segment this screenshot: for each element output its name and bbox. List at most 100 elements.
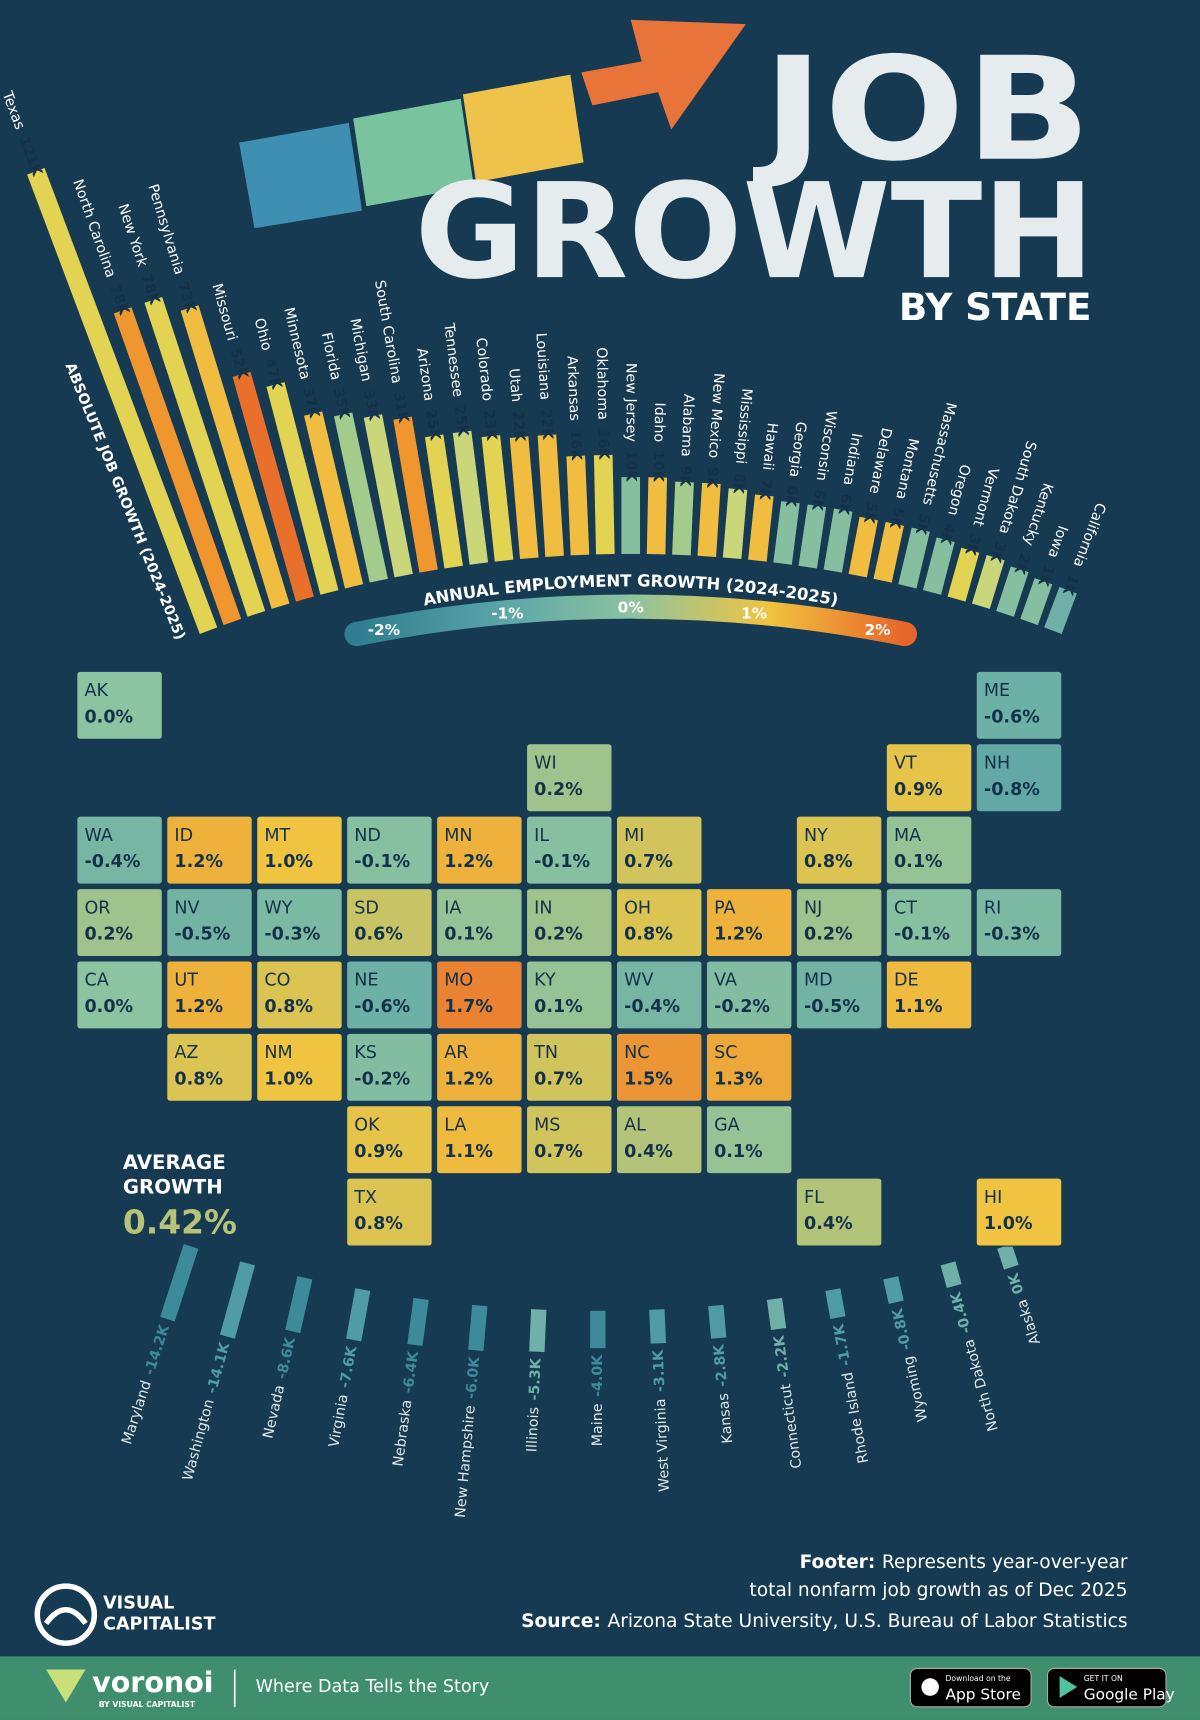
state-abbr: GA (714, 1115, 740, 1135)
state-tile (795, 960, 883, 1030)
state-name: Maine (590, 1403, 606, 1446)
bar-label: Colorado 23K (472, 337, 499, 442)
bar (672, 481, 694, 556)
state-abbr: IN (534, 898, 552, 918)
value-label: 23K (480, 409, 499, 442)
state-value: -0.6% (984, 707, 1040, 727)
state-tile (525, 887, 613, 958)
state-abbr: DE (894, 971, 919, 991)
bar (1044, 586, 1077, 634)
bar (748, 494, 774, 562)
google-play-small: GET IT ON (1084, 1674, 1123, 1683)
state-abbr: KY (534, 971, 556, 991)
bar (773, 501, 800, 565)
bar (590, 1310, 606, 1349)
state-tile (256, 1032, 343, 1102)
app-store-bg[interactable] (909, 1667, 1032, 1708)
bar (646, 477, 668, 555)
value-label: -4.0K (590, 1354, 606, 1397)
bar-group: Ohio 47K (251, 316, 339, 595)
state-value: -0.8% (984, 780, 1040, 800)
state-value: 1.0% (264, 1069, 313, 1089)
app-store-button[interactable]: Download on the App Store (909, 1667, 1032, 1708)
state-tile (615, 815, 703, 885)
bar (649, 1309, 667, 1344)
state-tile (525, 743, 613, 813)
state-value: -0.3% (984, 925, 1040, 945)
state-value: 1.2% (174, 997, 223, 1017)
state-value: 1.2% (444, 852, 493, 872)
value-label: 9K (676, 465, 693, 488)
state-name: New Mexico (705, 372, 726, 458)
bar-label: Illinois -5.3K (524, 1357, 544, 1453)
colorbar-tick-label: -2% (368, 621, 400, 639)
bar-label: Idaho 10K (650, 402, 668, 483)
bar-group: Oklahoma 16K (593, 347, 615, 555)
average-label: GROWTH (123, 1175, 223, 1198)
value-label: 7K (756, 478, 774, 501)
value-label: 6K (782, 485, 801, 509)
state-value: 0.7% (624, 852, 673, 872)
bar (996, 566, 1029, 617)
state-value: 0.4% (624, 1142, 673, 1162)
value-label: 25K (451, 405, 471, 439)
state-tile (975, 1177, 1063, 1247)
state-value: -0.4% (624, 997, 680, 1017)
state-tile (885, 887, 973, 958)
value-label: 22K (509, 410, 528, 443)
state-value: 0.8% (174, 1069, 223, 1089)
value-label: 16K (567, 429, 584, 461)
bar (798, 504, 827, 569)
state-tile (705, 1032, 793, 1102)
colorbar-tick-label: 1% (741, 604, 767, 622)
bar-label: Alabama 9K (676, 394, 696, 488)
bar (285, 1276, 313, 1334)
value-label: 8K (730, 472, 748, 495)
value-label: 0K (1005, 1270, 1027, 1296)
state-value: 1.2% (174, 852, 223, 872)
bar (971, 554, 1005, 609)
state-abbr: MA (894, 826, 921, 846)
bar (708, 1304, 727, 1339)
state-abbr: MS (534, 1115, 560, 1135)
bar (334, 412, 388, 583)
state-name: Illinois (524, 1407, 542, 1453)
value-label: 16K (595, 428, 612, 460)
bar-group: Kansas -2.8K (708, 1304, 736, 1444)
state-tile (705, 960, 793, 1030)
state-abbr: PA (714, 898, 735, 918)
orange-arrow (581, 19, 746, 130)
value-label: 1K (1059, 572, 1082, 598)
value-label: 5K (912, 512, 933, 537)
value-label: -2.2K (771, 1334, 793, 1379)
state-tile (256, 887, 343, 958)
bar (529, 1309, 547, 1353)
state-name: Ohio (251, 316, 275, 352)
state-value: -0.2% (354, 1069, 410, 1089)
state-tile (525, 1105, 613, 1175)
state-abbr: NJ (804, 898, 822, 918)
state-value: 1.5% (624, 1069, 673, 1089)
google-play-bg[interactable] (1046, 1667, 1167, 1708)
value-label: 47K (261, 357, 284, 392)
bar (997, 1244, 1019, 1270)
bar-group: Alabama 9K (672, 394, 696, 556)
google-play-button[interactable]: GET IT ON Google Play (1046, 1667, 1175, 1708)
bar (266, 382, 339, 595)
state-abbr: LA (444, 1115, 466, 1135)
state-tile (436, 1105, 523, 1175)
bar (481, 435, 514, 562)
state-tile (615, 1032, 703, 1102)
bar-label: Oklahoma 16K (593, 347, 611, 460)
bar (363, 414, 413, 578)
bar (346, 1288, 371, 1342)
average-label: AVERAGE (123, 1151, 226, 1174)
state-tile (795, 887, 883, 958)
value-label: 6K (834, 492, 853, 516)
state-tile (436, 960, 523, 1030)
average-value: 0.42% (123, 1202, 237, 1241)
state-abbr: AK (84, 681, 108, 701)
state-value: 1.2% (714, 925, 763, 945)
state-value: 1.0% (264, 852, 313, 872)
